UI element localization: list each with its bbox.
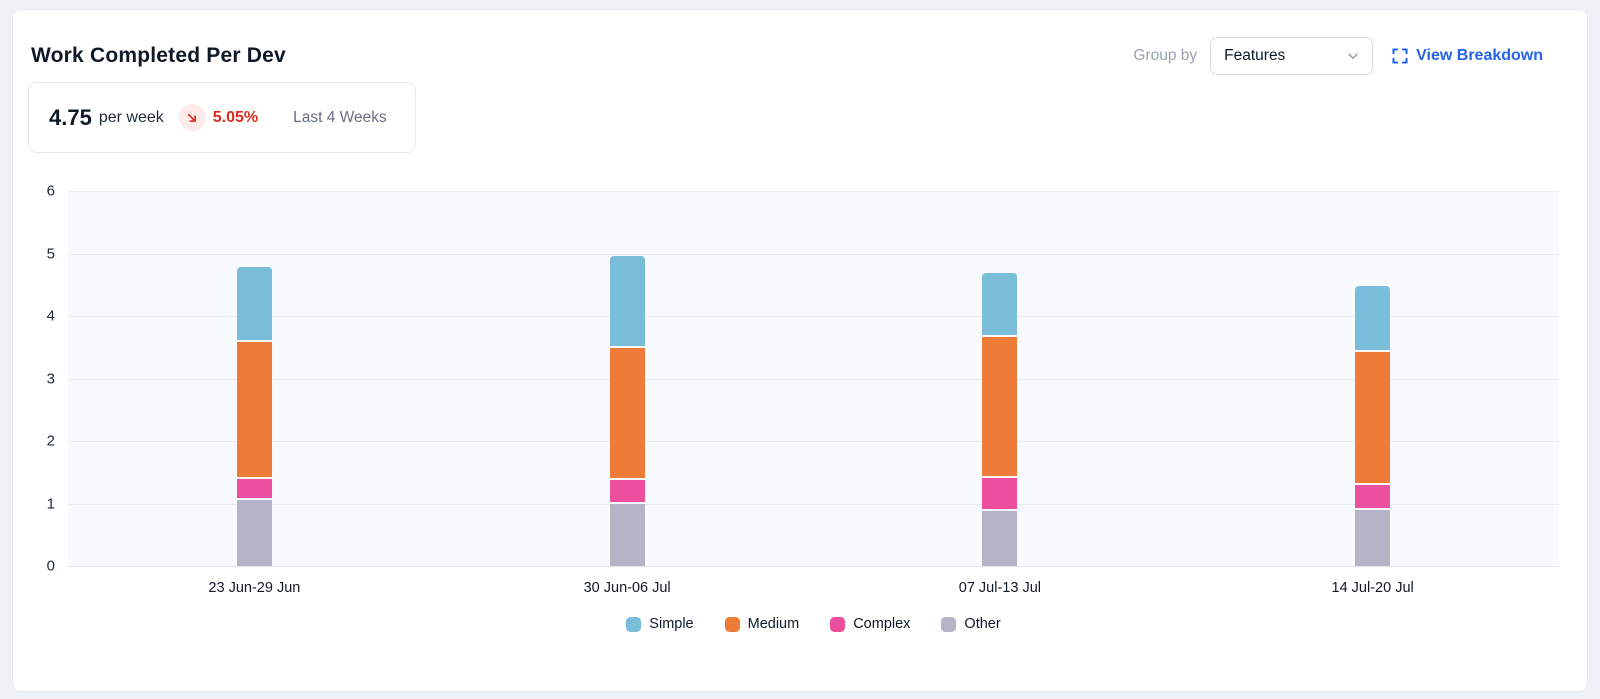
y-tick-label: 2: [46, 432, 55, 450]
gridline: [68, 316, 1559, 317]
bar-segment-other[interactable]: [609, 503, 645, 566]
bar-segment-simple[interactable]: [236, 267, 272, 341]
bar-segment-medium[interactable]: [609, 347, 645, 478]
gridline: [68, 191, 1559, 192]
bar-segment-simple[interactable]: [1355, 286, 1391, 351]
group-by-select[interactable]: Features: [1210, 37, 1374, 75]
bar-group[interactable]: [609, 191, 645, 566]
y-axis: 0 1 2 3 4 5 6: [29, 183, 55, 575]
bar-segment-other[interactable]: [236, 500, 272, 566]
bar-segment-simple[interactable]: [982, 272, 1018, 335]
y-tick-label: 5: [46, 245, 55, 262]
bar-segment-other[interactable]: [1355, 509, 1391, 566]
legend-label: Complex: [853, 616, 911, 632]
y-tick-label: 6: [46, 182, 55, 200]
bar-segment-simple[interactable]: [609, 256, 645, 346]
stat-unit: per week: [98, 108, 164, 126]
x-tick-label: 30 Jun-06 Jul: [583, 580, 671, 596]
view-breakdown-label: View Breakdown: [1416, 47, 1543, 64]
bar-segment-medium[interactable]: [236, 342, 272, 477]
legend-swatch: [724, 616, 740, 632]
legend-swatch: [830, 616, 846, 632]
y-tick-label: 1: [46, 495, 55, 512]
legend-swatch: [626, 616, 642, 632]
bar-group[interactable]: [1355, 191, 1391, 566]
bar-segment-other[interactable]: [982, 511, 1018, 566]
arrow-down-right-icon: [185, 111, 199, 125]
bar-group[interactable]: [982, 191, 1018, 566]
stat-period: Last 4 Weeks: [293, 108, 387, 126]
x-tick-label: 14 Jul-20 Jul: [1331, 580, 1414, 596]
y-tick-label: 3: [46, 370, 55, 387]
plot-area: [68, 191, 1559, 567]
work-completed-card: Work Completed Per Dev Group by Features…: [12, 9, 1588, 692]
group-by-label: Group by: [1133, 47, 1198, 64]
y-tick-label: 0: [46, 557, 55, 575]
gridline: [68, 378, 1559, 380]
gridline: [68, 253, 1559, 255]
gridline: [68, 503, 1559, 505]
view-breakdown-link[interactable]: View Breakdown: [1392, 47, 1543, 65]
bar-group[interactable]: [236, 191, 272, 566]
delta-value: 5.05%: [212, 108, 259, 126]
y-tick-label: 4: [46, 307, 55, 325]
bar-segment-complex[interactable]: [1355, 484, 1391, 508]
legend-item-complex[interactable]: Complex: [830, 616, 910, 632]
summary-stat-card: 4.75 per week 5.05% Last 4 Weeks: [28, 82, 416, 153]
gridline: [68, 566, 1559, 567]
header-controls: Group by Features View Breakdown: [1133, 36, 1543, 76]
legend-label: Other: [964, 616, 1001, 632]
legend-swatch: [941, 616, 957, 632]
legend-item-other[interactable]: Other: [941, 616, 1001, 632]
x-tick-label: 23 Jun-29 Jun: [208, 580, 301, 596]
legend-label: Simple: [649, 616, 694, 632]
x-tick-label: 07 Jul-13 Jul: [958, 580, 1041, 596]
gridline: [68, 441, 1559, 442]
x-axis: 23 Jun-29 Jun 30 Jun-06 Jul 07 Jul-13 Jul 1…: [68, 580, 1559, 600]
bar-segment-complex[interactable]: [609, 479, 645, 502]
card-header: Work Completed Per Dev Group by Features…: [31, 36, 1543, 76]
bar-segment-complex[interactable]: [982, 477, 1018, 509]
page-title: Work Completed Per Dev: [31, 44, 286, 67]
legend-item-simple[interactable]: Simple: [626, 616, 694, 632]
bar-segment-medium[interactable]: [982, 336, 1018, 476]
stat-value: 4.75: [49, 104, 92, 130]
legend-item-medium[interactable]: Medium: [724, 616, 800, 632]
group-by-selected-value: Features: [1224, 47, 1286, 64]
delta-badge: [178, 104, 206, 131]
legend-label: Medium: [747, 616, 800, 632]
chevron-down-icon: [1346, 49, 1360, 63]
chart-legend: Simple Medium Complex Other: [68, 616, 1559, 632]
bar-segment-complex[interactable]: [236, 478, 272, 499]
bar-segment-medium[interactable]: [1355, 352, 1391, 483]
expand-icon: [1392, 48, 1408, 64]
